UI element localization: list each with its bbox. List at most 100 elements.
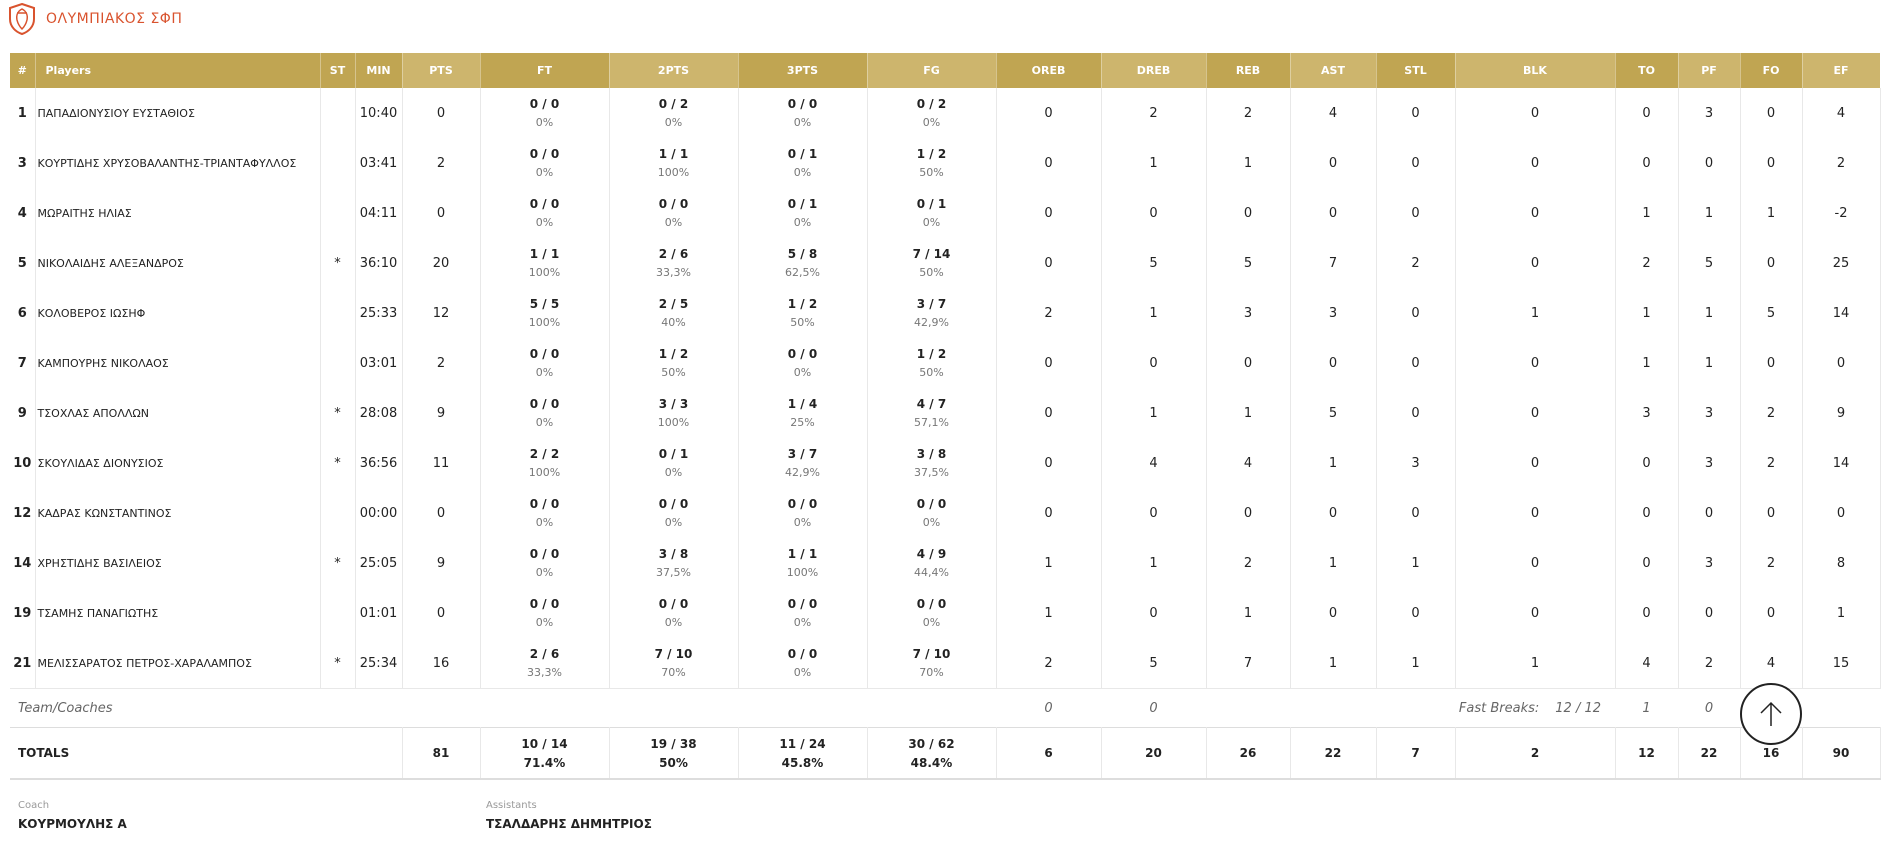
- player-name[interactable]: ΚΟΛΟΒΕΡΟΣ ΙΩΣΗΦ: [35, 288, 321, 338]
- col-header-players[interactable]: Players: [35, 53, 321, 88]
- col-header-to[interactable]: TO: [1615, 53, 1679, 88]
- stat-oreb: 0: [996, 188, 1102, 238]
- starter-mark: *: [320, 638, 356, 689]
- col-header-2pts[interactable]: 2PTS: [609, 53, 739, 88]
- col-header-ft[interactable]: FT: [480, 53, 610, 88]
- col-header-min[interactable]: MIN: [355, 53, 403, 88]
- col-header-pts[interactable]: PTS: [402, 53, 481, 88]
- stat-ef: 14: [1802, 438, 1881, 488]
- stat-fo: 0: [1740, 238, 1803, 288]
- col-header-reb[interactable]: REB: [1206, 53, 1291, 88]
- three-pointers-pct: 0%: [793, 215, 812, 229]
- col-header-blk[interactable]: BLK: [1455, 53, 1616, 88]
- player-row: 10 ΣΚΟΥΛΙΔΑΣ ΔΙΟΝΥΣΙΟΣ * 36:56 11 2 / 2 100% 0 …: [10, 438, 1881, 488]
- free-throws-made-att: 0 / 0: [529, 396, 560, 411]
- two-pointers-pct: 0%: [664, 465, 683, 479]
- field-goals: 1 / 2 50%: [867, 138, 997, 188]
- three-pointers: 0 / 0 0%: [738, 638, 868, 689]
- team-pf: 0: [1678, 688, 1740, 728]
- player-name[interactable]: ΣΚΟΥΛΙΔΑΣ ΔΙΟΝΥΣΙΟΣ: [35, 438, 321, 488]
- col-header-dreb[interactable]: DREB: [1101, 53, 1207, 88]
- player-name[interactable]: ΚΑΔΡΑΣ ΚΩΝΣΤΑΝΤΙΝΟΣ: [35, 488, 321, 538]
- two-pointers-made-att: 2 / 5: [658, 296, 689, 311]
- col-header-ef[interactable]: EF: [1802, 53, 1881, 88]
- minutes: 25:33: [355, 288, 403, 338]
- stat-dreb: 0: [1101, 188, 1207, 238]
- three-pointers-made-att: 0 / 1: [787, 196, 818, 211]
- field-goals: 7 / 14 50%: [867, 238, 997, 288]
- player-number: 4: [10, 188, 36, 238]
- stat-blk: 0: [1455, 338, 1616, 388]
- totals-to-value: 12: [1638, 745, 1655, 760]
- player-name[interactable]: ΜΕΛΙΣΣΑΡΑΤΟΣ ΠΕΤΡΟΣ-ΧΑΡΑΛΑΜΠΟΣ: [35, 638, 321, 689]
- stat-dreb: 2: [1101, 88, 1207, 138]
- player-name[interactable]: ΚΟΥΡΤΙΔΗΣ ΧΡΥΣΟΒΑΛΑΝΤΗΣ-ΤΡΙΑΝΤΑΦΥΛΛΟΣ: [35, 138, 321, 188]
- stat-stl: 0: [1376, 488, 1456, 538]
- stat-reb: 4: [1206, 438, 1291, 488]
- stat-fo: 2: [1740, 388, 1803, 438]
- three-pointers: 3 / 7 42,9%: [738, 438, 868, 488]
- totals-ef-value: 90: [1832, 745, 1850, 760]
- stat-stl: 1: [1376, 638, 1456, 689]
- stat-to: 0: [1615, 538, 1679, 588]
- two-pointers-made-att: 3 / 8: [658, 546, 689, 561]
- col-header-3pts[interactable]: 3PTS: [738, 53, 868, 88]
- stat-oreb: 0: [996, 488, 1102, 538]
- three-pointers: 1 / 2 50%: [738, 288, 868, 338]
- free-throws-made-att: 0 / 0: [529, 96, 560, 111]
- stat-blk: 0: [1455, 88, 1616, 138]
- two-pointers-made-att: 0 / 0: [658, 496, 689, 511]
- col-header-oreb[interactable]: OREB: [996, 53, 1102, 88]
- fast-breaks: Fast Breaks: 12 / 12: [1206, 688, 1615, 728]
- stat-ast: 0: [1290, 138, 1377, 188]
- three-pointers-made-att: 0 / 0: [787, 96, 818, 111]
- stat-ef: 2: [1802, 138, 1881, 188]
- field-goals: 3 / 8 37,5%: [867, 438, 997, 488]
- stat-fo: 0: [1740, 338, 1803, 388]
- stat-stl: 0: [1376, 288, 1456, 338]
- stat-pf: 3: [1678, 438, 1741, 488]
- scroll-to-top-button[interactable]: [1740, 683, 1802, 745]
- totals-2pts-pct: 50%: [659, 755, 688, 770]
- player-name[interactable]: ΠΑΠΑΔΙΟΝΥΣΙΟΥ ΕΥΣΤΑΘΙΟΣ: [35, 88, 321, 138]
- two-pointers: 3 / 3 100%: [609, 388, 739, 438]
- stat-blk: 0: [1455, 238, 1616, 288]
- totals-3pts-pct: 45.8%: [781, 755, 824, 770]
- stat-pf: 1: [1678, 338, 1741, 388]
- team-name[interactable]: ΟΛΥΜΠΙΑΚΟΣ ΣΦΠ: [46, 11, 183, 27]
- player-name[interactable]: ΜΩΡΑΙΤΗΣ ΗΛΙΑΣ: [35, 188, 321, 238]
- field-goals-made-att: 3 / 7: [916, 296, 947, 311]
- col-header-stl[interactable]: STL: [1376, 53, 1456, 88]
- three-pointers-pct: 0%: [793, 615, 812, 629]
- totals-oreb: 6: [996, 727, 1102, 780]
- player-name[interactable]: ΝΙΚΟΛΑΙΔΗΣ ΑΛΕΞΑΝΔΡΟΣ: [35, 238, 321, 288]
- col-header-st[interactable]: ST: [320, 53, 356, 88]
- col-header-pf[interactable]: PF: [1678, 53, 1741, 88]
- stat-ef: 0: [1802, 488, 1881, 538]
- two-pointers-made-att: 0 / 1: [658, 446, 689, 461]
- points: 20: [402, 238, 481, 288]
- col-header-ast[interactable]: AST: [1290, 53, 1377, 88]
- col-header-[interactable]: #: [10, 53, 36, 88]
- col-header-fo[interactable]: FO: [1740, 53, 1803, 88]
- player-name[interactable]: ΚΑΜΠΟΥΡΗΣ ΝΙΚΟΛΑΟΣ: [35, 338, 321, 388]
- field-goals: 0 / 1 0%: [867, 188, 997, 238]
- stat-blk: 1: [1455, 638, 1616, 689]
- free-throws-made-att: 0 / 0: [529, 196, 560, 211]
- team-ef: [1802, 688, 1880, 728]
- player-name[interactable]: ΧΡΗΣΤΙΔΗΣ ΒΑΣΙΛΕΙΟΣ: [35, 538, 321, 588]
- col-header-fg[interactable]: FG: [867, 53, 997, 88]
- three-pointers-pct: 0%: [793, 165, 812, 179]
- free-throws-pct: 100%: [528, 465, 561, 479]
- stat-ast: 0: [1290, 488, 1377, 538]
- player-name[interactable]: ΤΣΟΧΛΑΣ ΑΠΟΛΛΩΝ: [35, 388, 321, 438]
- stat-ef: 4: [1802, 88, 1881, 138]
- three-pointers-made-att: 0 / 0: [787, 496, 818, 511]
- minutes: 28:08: [355, 388, 403, 438]
- player-number: 10: [10, 438, 36, 488]
- stat-oreb: 0: [996, 438, 1102, 488]
- three-pointers-made-att: 0 / 0: [787, 646, 818, 661]
- field-goals-made-att: 3 / 8: [916, 446, 947, 461]
- player-name[interactable]: ΤΣΑΜΗΣ ΠΑΝΑΓΙΩΤΗΣ: [35, 588, 321, 638]
